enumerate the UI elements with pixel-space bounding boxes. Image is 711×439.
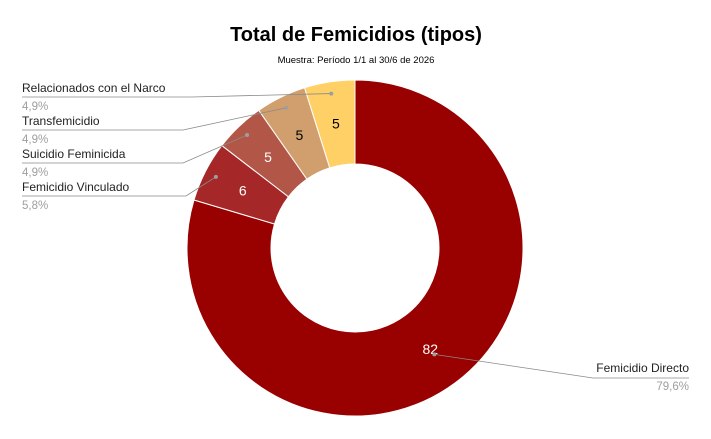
slice-name-label: Suicidio Feminicida bbox=[22, 147, 126, 161]
callout-dot bbox=[245, 133, 250, 138]
callout-dot bbox=[432, 352, 437, 357]
callout-dot bbox=[213, 174, 218, 179]
slice-value-label: 5 bbox=[264, 149, 272, 165]
slice-percent-label: 5,8% bbox=[22, 200, 48, 212]
callout-dot bbox=[329, 91, 334, 96]
callout-line bbox=[22, 107, 287, 131]
slice-percent-label: 4,9% bbox=[22, 167, 48, 179]
callout-line bbox=[22, 176, 217, 197]
slice-name-label: Femicidio Vinculado bbox=[22, 180, 129, 194]
slice-value-label: 5 bbox=[295, 127, 303, 143]
slice-name-label: Femicidio Directo bbox=[596, 361, 689, 375]
slice-name-label: Transfemicidio bbox=[22, 114, 100, 128]
chart-title: Total de Femicidios (tipos) bbox=[230, 24, 482, 46]
chart-subtitle: Muestra: Período 1/1 al 30/6 de 2026 bbox=[278, 55, 435, 66]
callout-line bbox=[22, 134, 248, 164]
slice-femicidio-directo bbox=[186, 79, 524, 417]
callout-dot bbox=[283, 105, 288, 110]
callout-line bbox=[434, 354, 689, 379]
slice-name-label: Relacionados con el Narco bbox=[22, 81, 166, 95]
slice-percent-label: 79,6% bbox=[656, 381, 689, 393]
slice-value-label: 6 bbox=[239, 183, 247, 199]
callout-line bbox=[22, 93, 332, 98]
callouts-group: Femicidio Directo 79,6% Femicidio Vinculad… bbox=[22, 81, 689, 393]
slices-group bbox=[186, 79, 524, 417]
slice-relacionados-con-el-narco bbox=[303, 79, 356, 169]
slice-percent-label: 4,9% bbox=[22, 101, 48, 113]
slice-percent-label: 4,9% bbox=[22, 134, 48, 146]
slice-value-label: 5 bbox=[332, 115, 340, 131]
